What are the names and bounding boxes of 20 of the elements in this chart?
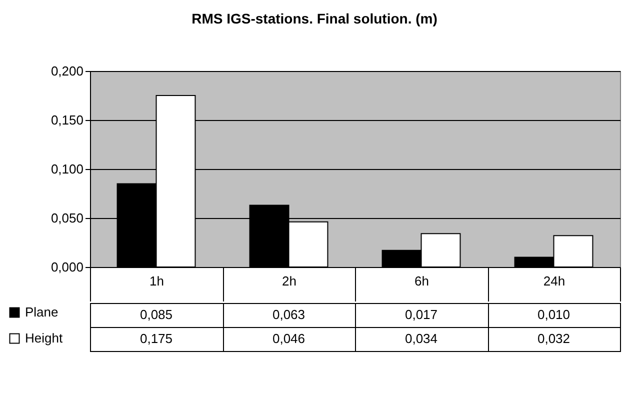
x-tick-label: 1h	[150, 274, 164, 288]
chart-title: RMS IGS-stations. Final solution. (m)	[192, 10, 438, 26]
data-label: 0,034	[404, 331, 438, 346]
y-tick-label: 0,000	[50, 260, 84, 274]
data-label: 0,046	[272, 331, 306, 346]
data-label: 0,085	[140, 307, 173, 322]
y-tick-label: 0,200	[50, 64, 84, 78]
x-tick-label: 24h	[543, 274, 566, 288]
y-tick-label: 0,150	[50, 112, 84, 128]
legend-label: Plane	[25, 304, 58, 320]
data-label: 0,010	[537, 307, 570, 322]
x-tick-label: 6h	[414, 274, 429, 288]
data-label: 0,063	[272, 307, 306, 322]
y-tick-label: 0,100	[50, 162, 84, 176]
y-tick-label: 0,050	[50, 210, 84, 226]
data-label: 0,175	[140, 331, 173, 346]
data-label: 0,032	[537, 331, 570, 346]
data-label: 0,017	[404, 307, 438, 322]
legend-label: Height	[25, 330, 63, 346]
x-tick-label: 2h	[282, 274, 296, 288]
